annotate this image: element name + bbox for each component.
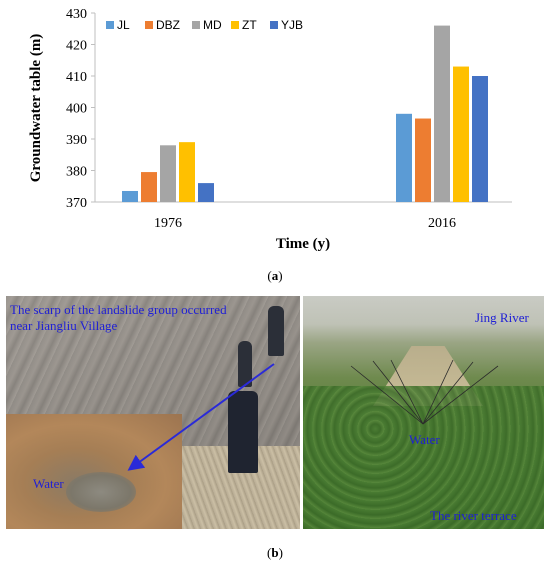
y-tick-label: 370: [66, 196, 87, 211]
y-tick-label: 380: [66, 165, 87, 180]
flow-lines: [350, 359, 499, 425]
bar-zt-1976: [179, 142, 195, 202]
x-tick-label: 1976: [154, 216, 182, 231]
person-figure: [268, 306, 284, 356]
scarp-label-line-1: The scarp of the landslide group occurre…: [10, 302, 227, 317]
caption-b: (b): [0, 545, 550, 561]
legend-label-md: MD: [203, 18, 222, 32]
bar-md-2016: [434, 25, 450, 202]
scarp-label-line-2: near Jiangliu Village: [10, 318, 118, 333]
left-water-label: Water: [33, 476, 64, 491]
caption-a-close: ): [278, 268, 283, 283]
caption-a-letter: a: [271, 268, 279, 283]
y-axis-title: Groundwater table (m): [28, 34, 44, 183]
jing-river-label: Jing River: [475, 310, 529, 325]
y-tick-label: 430: [66, 7, 87, 22]
bar-jl-1976: [122, 190, 138, 202]
bar-yjb-1976: [198, 183, 214, 202]
tree-canopy: [303, 386, 544, 529]
caption-a: (a): [0, 268, 550, 284]
river-terrace-label: The river terrace: [430, 508, 517, 523]
y-tick-label: 390: [66, 133, 87, 148]
bar-md-1976: [160, 145, 176, 202]
y-tick-label: 420: [66, 39, 87, 54]
bars-group: [122, 25, 488, 202]
caption-b-close: ): [278, 545, 283, 560]
right-water-label: Water: [409, 432, 440, 447]
dug-pit-region: [6, 414, 182, 529]
caption-b-letter: b: [271, 545, 279, 560]
arrow-to-water: [127, 363, 275, 471]
legend-swatch-jl: [106, 21, 114, 29]
x-axis-ticks: 1976 2016: [154, 216, 456, 231]
bar-dbz-1976: [141, 172, 157, 202]
legend-label-yjb: YJB: [281, 18, 303, 32]
caption-b-open: (: [267, 545, 272, 560]
x-tick-label: 2016: [428, 216, 456, 231]
legend-swatch-zt: [231, 21, 239, 29]
legend-label-zt: ZT: [242, 18, 257, 32]
landslide-scarp-photo: The scarp of the landslide group occurre…: [6, 296, 300, 529]
legend-swatch-md: [192, 21, 200, 29]
bar-jl-2016: [396, 113, 412, 202]
person-figure: [238, 341, 252, 387]
bar-yjb-2016: [472, 76, 488, 202]
bar-chart: 370 380 390 400 410 420 430 1976 2016 Groundwat…: [28, 7, 512, 252]
y-tick-label: 400: [66, 102, 87, 117]
legend-swatch-yjb: [270, 21, 278, 29]
person-figure: [228, 391, 258, 473]
legend-label-dbz: DBZ: [156, 18, 180, 32]
legend-label-jl: JL: [117, 18, 130, 32]
y-tick-label: 410: [66, 70, 87, 85]
bar-zt-2016: [453, 66, 469, 202]
bar-dbz-2016: [415, 118, 431, 202]
water-puddle: [66, 472, 136, 512]
river-terrace-photo: Jing River Water The river terrace: [303, 296, 544, 529]
y-axis-ticks: 370 380 390 400 410 420 430: [66, 7, 95, 211]
caption-a-open: (: [267, 268, 272, 283]
legend-swatch-dbz: [145, 21, 153, 29]
x-axis-title: Time (y): [276, 236, 330, 252]
legend: JL DBZ MD ZT YJB: [106, 18, 303, 32]
